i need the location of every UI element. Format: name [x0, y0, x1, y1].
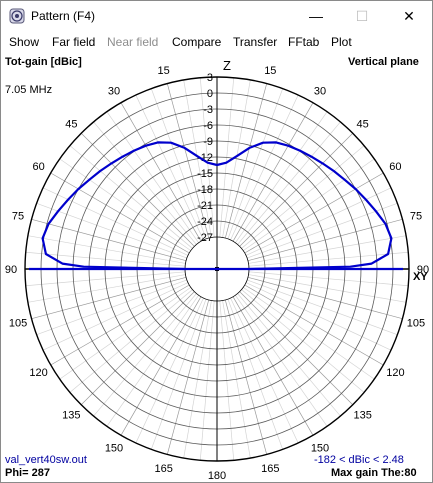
radial-tick-label: -24: [197, 216, 213, 228]
angle-label: 135: [62, 410, 80, 422]
angle-label: 75: [12, 211, 24, 223]
angle-label: 120: [29, 367, 47, 379]
angle-label: 60: [389, 161, 401, 173]
close-button[interactable]: ✕: [403, 7, 415, 24]
menu-plot[interactable]: Plot: [331, 35, 352, 49]
polar-chart: 30-3-6-9-12-15-18-21-24-2715153030454560…: [5, 65, 429, 481]
radial-tick-label: -9: [203, 136, 213, 148]
angle-label: 180: [208, 470, 226, 481]
angle-label: 90: [417, 264, 429, 276]
window-title: Pattern (F4): [31, 9, 96, 23]
angle-label: 150: [105, 442, 123, 454]
angle-label: 15: [264, 65, 276, 77]
pattern-app-icon: [9, 8, 25, 24]
phi-label: Phi= 287: [5, 467, 50, 479]
radial-tick-label: -6: [203, 120, 213, 132]
radial-tick-label: -3: [203, 104, 213, 116]
plane-label: Vertical plane: [348, 56, 419, 68]
radial-tick-label: -15: [197, 168, 213, 180]
angle-label: 135: [353, 410, 371, 422]
menu-near-field[interactable]: Near field: [107, 35, 159, 49]
radial-tick-label: -27: [197, 232, 213, 244]
menu-show[interactable]: Show: [9, 35, 40, 49]
angle-label: 45: [65, 118, 77, 130]
max-gain-label: Max gain The:80: [331, 467, 417, 479]
menu-fftab[interactable]: FFtab: [288, 35, 320, 49]
angle-label: 105: [9, 317, 27, 329]
radial-tick-label: 0: [207, 88, 213, 100]
minimize-button[interactable]: —: [309, 8, 323, 24]
angle-label: 150: [311, 442, 329, 454]
radial-tick-label: -21: [197, 200, 213, 212]
angle-label: 30: [108, 86, 120, 98]
xy-axis-label: XY: [413, 271, 428, 283]
menu-compare[interactable]: Compare: [172, 35, 222, 49]
frequency-label: 7.05 MHz: [5, 84, 53, 96]
angle-label: 105: [407, 317, 425, 329]
menu-transfer[interactable]: Transfer: [233, 35, 278, 49]
angle-label: 75: [410, 211, 422, 223]
gain-label: Tot-gain [dBic]: [5, 56, 82, 68]
angle-label: 165: [155, 463, 173, 475]
pattern-plot-area: 3 0 -3 -6 -9 -12 -15 -18 -21 -24 -27 15 15 30 30 45 45 60…: [1, 53, 432, 481]
menu-bar: Show Far field Near field Compare Transf…: [1, 32, 432, 52]
radial-tick-label: -18: [197, 184, 213, 196]
title-bar: Pattern (F4) — ☐ ✕: [1, 1, 432, 31]
z-axis-label: Z: [223, 58, 231, 73]
angle-label: 120: [386, 367, 404, 379]
file-name: val_vert40sw.out: [5, 454, 87, 466]
angle-label: 15: [158, 65, 170, 77]
menu-far-field[interactable]: Far field: [52, 35, 96, 49]
angle-label: 165: [261, 463, 279, 475]
gain-range-label: -182 < dBic < 2.48: [314, 454, 404, 466]
maximize-button[interactable]: ☐: [355, 7, 369, 24]
angle-label: 60: [32, 161, 44, 173]
radial-tick-label: -12: [197, 152, 213, 164]
angle-label: 30: [314, 86, 326, 98]
angle-label: 45: [357, 118, 369, 130]
radial-tick-label: 3: [207, 72, 213, 84]
angle-label: 90: [5, 264, 17, 276]
pattern-curve: [41, 141, 393, 271]
